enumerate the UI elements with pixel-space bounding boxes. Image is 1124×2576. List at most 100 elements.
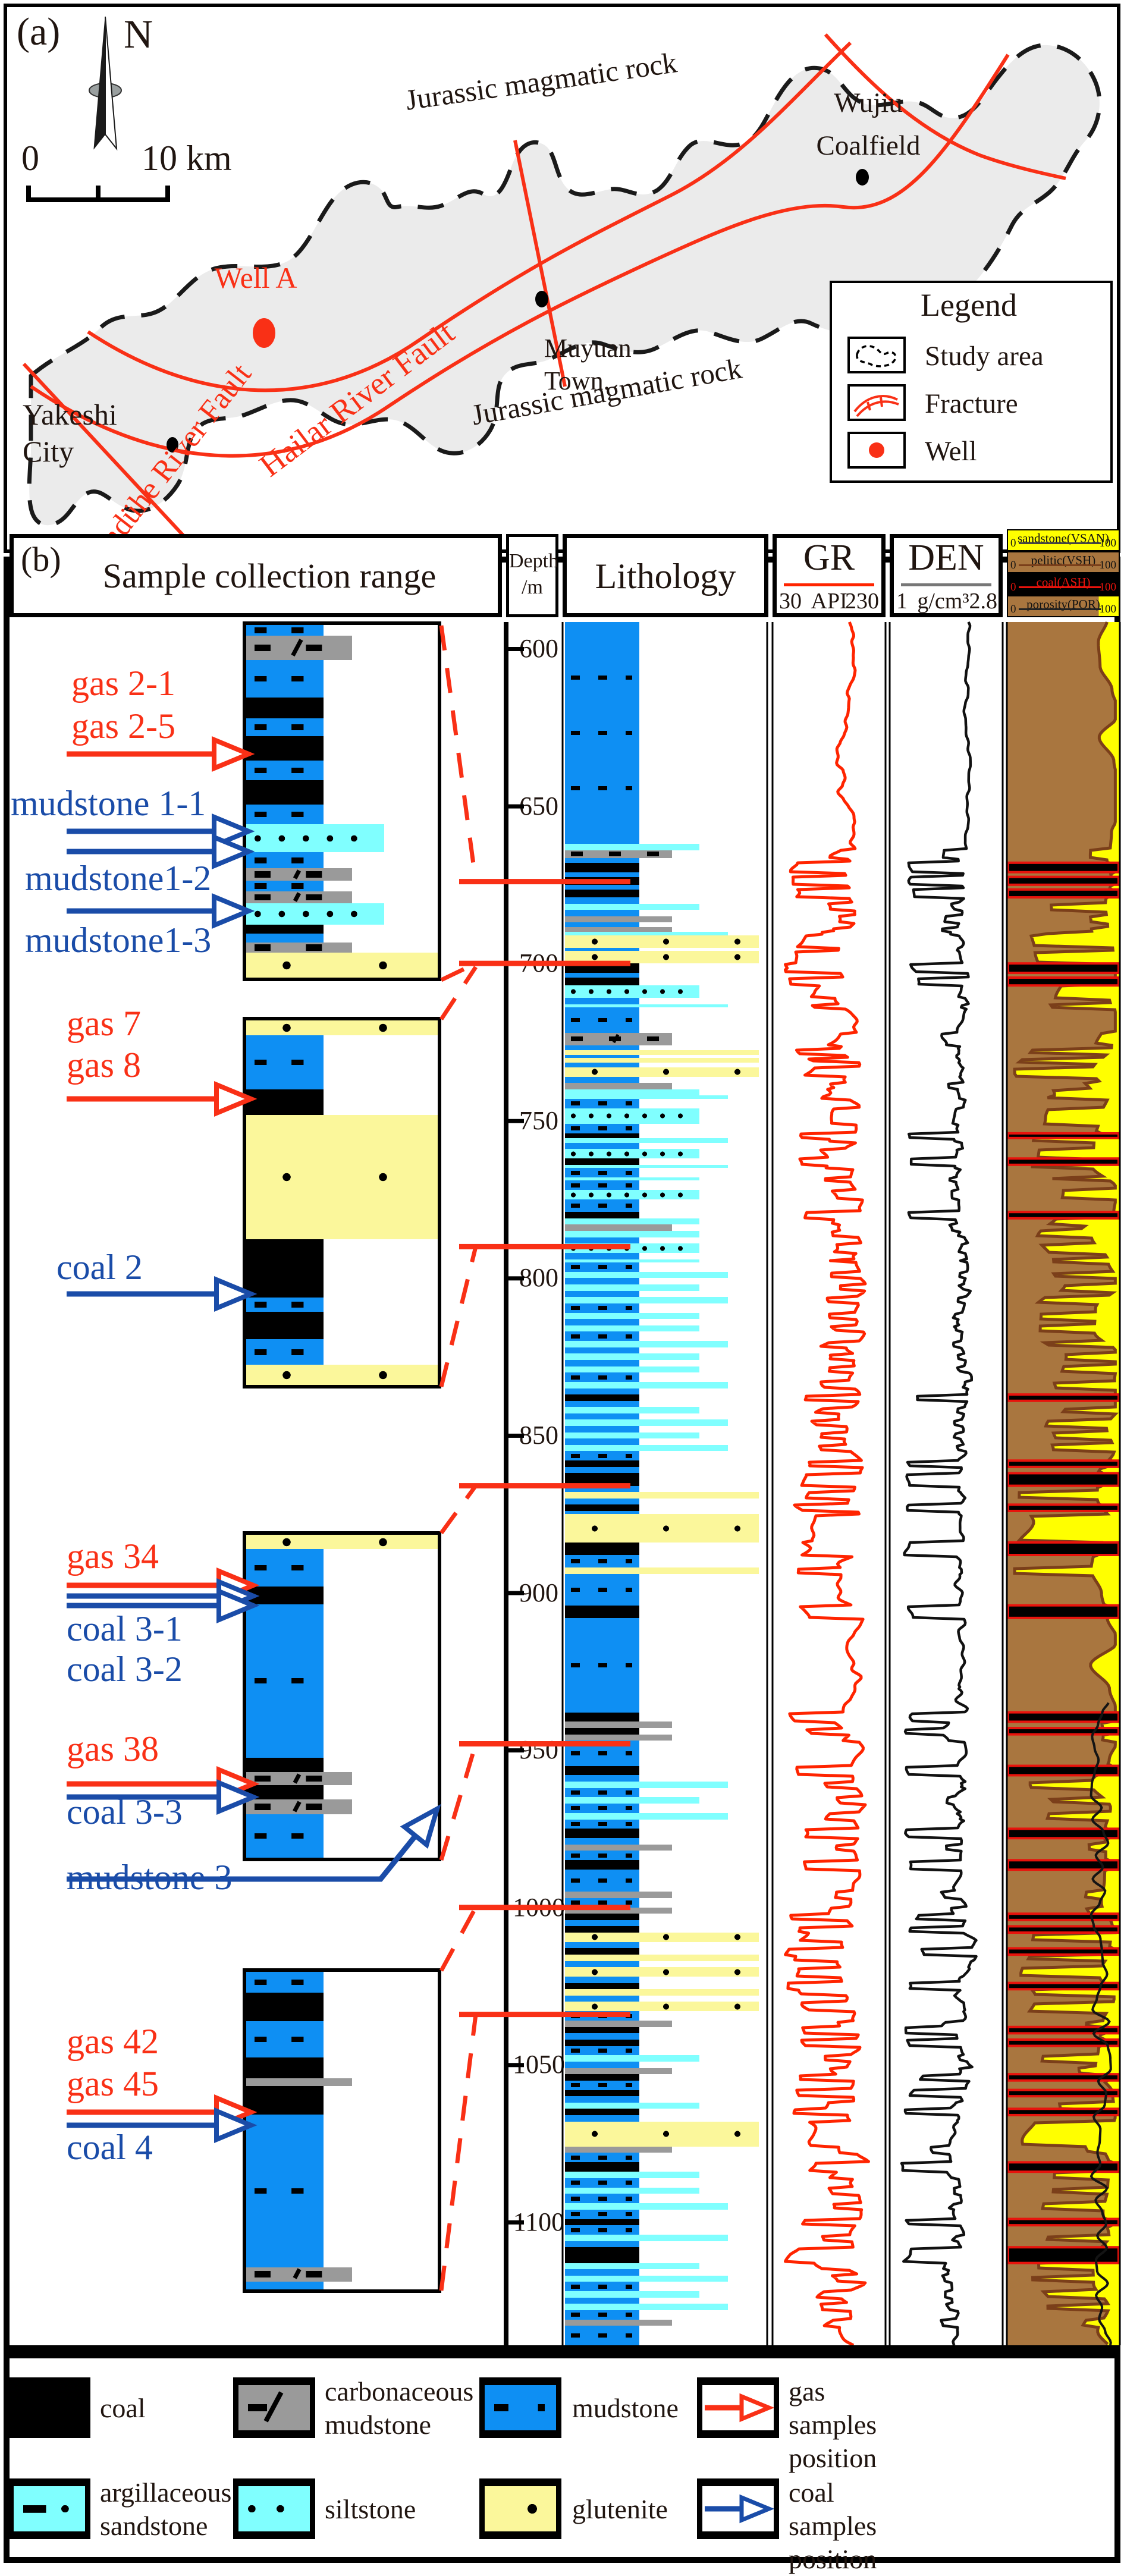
gr-min: 30 (779, 589, 802, 614)
lithology-layer-coal (565, 2074, 639, 2081)
inset-layer-silt (246, 824, 384, 853)
sample-label: gas 42 (67, 2022, 159, 2061)
mud-pattern-marks (254, 1565, 314, 1571)
sample-label: gas 2-1 (71, 664, 175, 703)
wujiu-coalfield-label-1: Wujiu (834, 87, 903, 118)
inset-layer-mud (246, 1339, 324, 1365)
lithology-layer-silt (565, 1325, 699, 1332)
yakeshi-city-label-1: Yakeshi (23, 398, 117, 431)
mud-pattern-marks (254, 627, 314, 633)
inset-layer-mud (246, 761, 324, 780)
log-header-porosity-POR-: porosity(POR) 0 100 (1007, 595, 1120, 617)
inset-layer-mud (246, 660, 324, 698)
lithology-layer-coal (565, 1983, 639, 1990)
mud-pattern-marks (571, 675, 632, 680)
map-legend-item-label: Fracture (925, 388, 1018, 419)
mud-pattern-marks (571, 1306, 632, 1311)
gr-header: GR 30 API 230 (773, 534, 886, 617)
log-header-pelitic-VSH-: pelitic(VSH) 0 100 (1007, 551, 1120, 573)
lithology-layer-silt (565, 1108, 699, 1124)
lithology-layer-coal (565, 1212, 639, 1218)
lithology-layer-asand (565, 1444, 728, 1452)
lithology-layer-mud (565, 1898, 639, 1908)
lithology-layer-coal (565, 862, 639, 872)
inset-layer-coal (246, 1586, 324, 1604)
log-panel-border (4, 557, 1120, 2354)
lithology-layer-mud (565, 1388, 639, 1395)
sample-label: gas 34 (67, 1537, 159, 1576)
lithology-layer-asand (565, 1271, 728, 1278)
lithology-layer-silt (565, 1177, 699, 1181)
glut-pattern-marks (571, 954, 752, 961)
legend-asand-swatch (14, 2486, 85, 2531)
depth-tick-label: 800 (519, 1263, 558, 1293)
inset-layer-mud (246, 1604, 324, 1758)
lithology-layer-mud (565, 1372, 639, 1382)
mud-pattern-marks (254, 767, 314, 774)
lithology-layer-mud (565, 1838, 639, 1845)
lithology-layer-coal (565, 2219, 639, 2226)
lithology-layer-mud (565, 2096, 639, 2103)
sample-label: mudstone 1-1 (11, 784, 206, 823)
legend-glut-swatch (485, 2486, 556, 2531)
depth-tick-label: 750 (519, 1105, 558, 1135)
inset-layer-carb (246, 868, 352, 881)
mud-pattern-marks (571, 2181, 632, 2185)
lithology-layer-mud (565, 1485, 639, 1493)
lithology-layer-glut (565, 1989, 759, 1996)
den-min: 1 (896, 589, 908, 614)
lithology-layer-carb (565, 927, 672, 932)
log-header-scale-line (1019, 564, 1101, 566)
legend-silt-swatch (238, 2486, 310, 2531)
inset-layer-glut (246, 1535, 438, 1550)
map-legend-item-label: Well (925, 436, 977, 467)
lithology-layer-mud (565, 2061, 639, 2068)
lithology-layer-mud (565, 2033, 639, 2040)
den-unit: g/cm³ (917, 589, 969, 614)
legend-carb-swatch (238, 2385, 310, 2430)
lithology-layer-glut (565, 951, 759, 964)
lithology-layer-mud (565, 884, 639, 890)
mud-pattern-marks (254, 883, 314, 889)
lithology-layer-mud (565, 2153, 639, 2163)
inset-layer-carb (246, 891, 352, 904)
lithology-layer-glut (565, 1067, 759, 1077)
depth-tick-label: 650 (519, 791, 558, 821)
lithology-layer-coal (565, 2247, 639, 2263)
log-header-max: 100 (1099, 603, 1117, 615)
lithology-layer-mud (565, 1438, 639, 1445)
lithology-header: Lithology (563, 534, 768, 617)
lithology-layer-mud (565, 1400, 639, 1408)
mud-pattern-marks (254, 857, 314, 863)
lithology-layer-silt (565, 1432, 699, 1439)
sample-label: coal 3-1 (67, 1609, 183, 1648)
log-header-min: 0 (1010, 603, 1016, 615)
lithology-layer-asand (565, 2203, 728, 2210)
lithology-layer-coal (565, 2162, 639, 2172)
lithology-layer-glut (565, 1050, 759, 1055)
muyuan-town-label-2: Town. (544, 366, 610, 395)
sample-label: coal 2 (56, 1248, 143, 1287)
lithology-layer-mud (565, 1007, 639, 1033)
lithology-layer-coal (565, 1542, 639, 1555)
lithology-layer-mud (565, 1180, 639, 1190)
scale-zero-label: 0 (21, 139, 39, 178)
mud-pattern-marks (571, 1375, 632, 1380)
lithology-layer-mud (565, 1870, 639, 1892)
glut-pattern-marks (571, 2003, 752, 2010)
lithology-layer-mud (565, 1451, 639, 1461)
asand-pattern-marks (23, 2504, 74, 2514)
inset-layer-mud (246, 1297, 324, 1312)
lithology-layer-mud (565, 897, 639, 904)
legend-label: glutenite (572, 2494, 668, 2524)
log-header-min: 0 (1010, 537, 1016, 549)
lithology-layer-mud (565, 2011, 639, 2021)
mud-pattern-marks (571, 1101, 632, 1106)
mud-pattern-marks (571, 1587, 632, 1592)
lithology-layer-mud (565, 2297, 639, 2304)
lithology-layer-asand (565, 2275, 728, 2282)
lithology-layer-coal (565, 1926, 639, 1933)
legend-swatch-arrow-blue (697, 2478, 779, 2539)
mud-pattern-marks (254, 1677, 314, 1684)
lithology-layer-carb (565, 2319, 672, 2326)
